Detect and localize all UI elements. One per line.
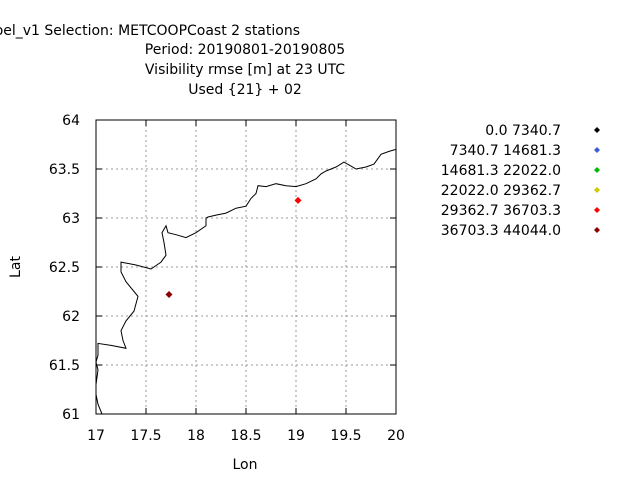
y-tick-label: 62.5 (49, 260, 80, 276)
legend-marker (594, 167, 600, 173)
title-line: Exp: NetA_cy43_iobs_roel_v1 Selection: M… (0, 23, 300, 39)
legend-marker (594, 127, 600, 133)
legend-label: 36703.3 44044.0 (441, 223, 561, 239)
legend-label: 29362.7 36703.3 (441, 203, 561, 219)
y-tick-label: 63 (62, 211, 80, 227)
x-tick-label: 19.5 (330, 428, 361, 444)
data-points (165, 196, 302, 298)
legend-marker (594, 187, 600, 193)
data-point (294, 196, 302, 204)
x-tick-label: 17 (87, 428, 105, 444)
x-tick-label: 18 (187, 428, 205, 444)
legend-marker (594, 207, 600, 213)
legend-label: 7340.7 14681.3 (450, 143, 561, 159)
y-tick-label: 62 (62, 309, 80, 325)
legend-marker (594, 227, 600, 233)
y-tick-label: 64 (62, 113, 80, 129)
title-line: Visibility rmse [m] at 23 UTC (145, 62, 345, 78)
legend-marker (594, 147, 600, 153)
legend-label: 0.0 7340.7 (485, 123, 561, 139)
x-tick-label: 20 (387, 428, 405, 444)
legend-label: 22022.0 29362.7 (441, 183, 561, 199)
coastline-path (95, 148, 397, 415)
x-tick-label: 19 (287, 428, 305, 444)
x-tick-label: 18.5 (230, 428, 261, 444)
y-tick-label: 61 (62, 407, 80, 423)
y-tick-label: 63.5 (49, 162, 80, 178)
chart-title: Exp: NetA_cy43_iobs_roel_v1 Selection: M… (0, 23, 345, 98)
grid-lines (96, 120, 396, 414)
legend-label: 14681.3 22022.0 (441, 163, 561, 179)
x-axis-ticks: 17 17.5 18 18.5 19 19.5 20 (87, 120, 405, 444)
y-tick-label: 61.5 (49, 358, 80, 374)
title-line: Used {21} + 02 (188, 82, 302, 98)
y-axis-ticks: 61 61.5 62 62.5 63 63.5 64 (49, 113, 396, 423)
coastline (95, 148, 397, 415)
x-axis-label: Lon (233, 457, 258, 473)
x-tick-label: 17.5 (130, 428, 161, 444)
data-point (165, 290, 173, 298)
legend: 0.0 7340.7 7340.7 14681.3 14681.3 22022.0 2… (441, 123, 600, 239)
y-axis-label: Lat (8, 256, 24, 278)
title-line: Period: 20190801-20190805 (145, 42, 345, 58)
